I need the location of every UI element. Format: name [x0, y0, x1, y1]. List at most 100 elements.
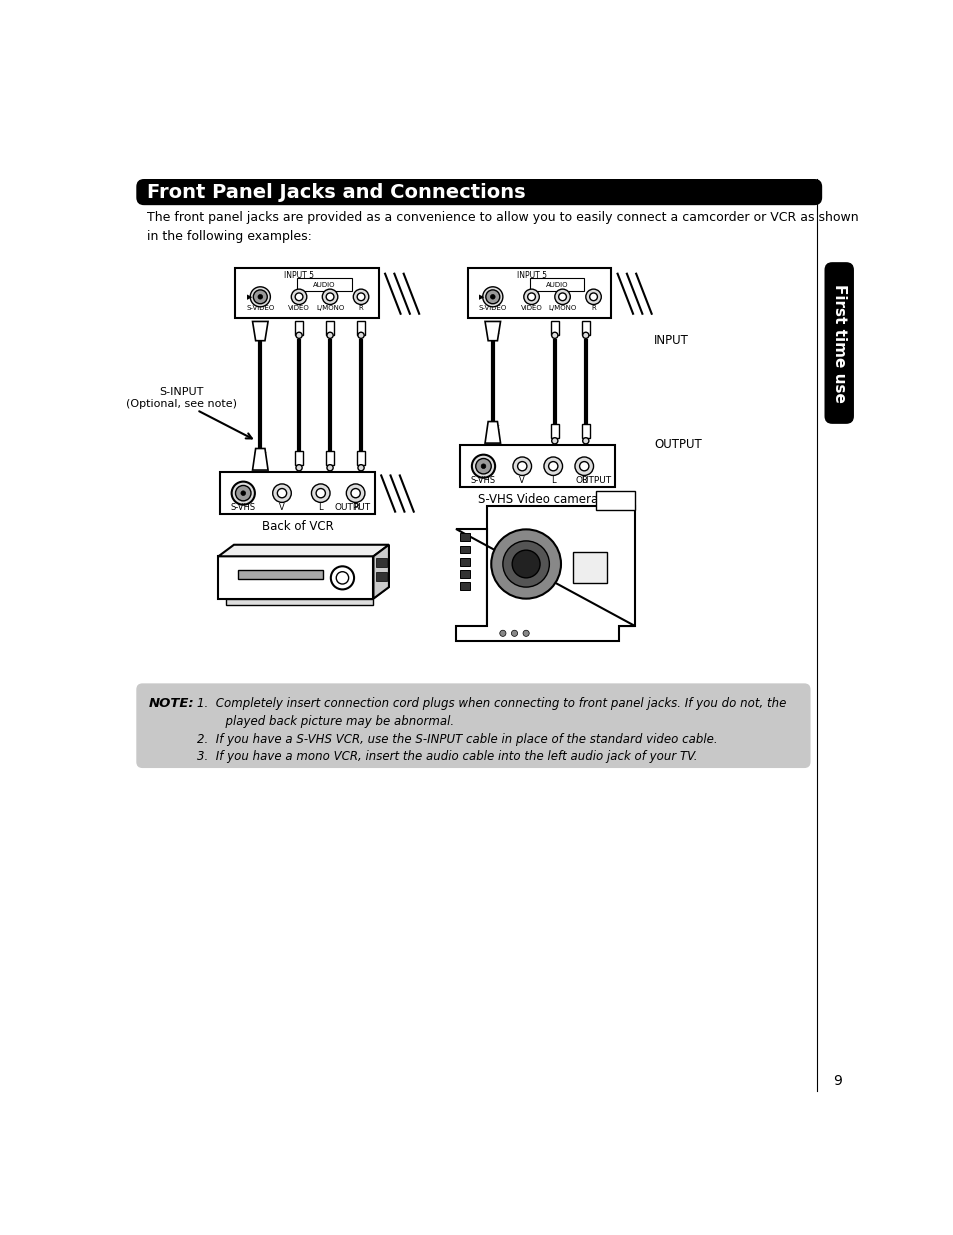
Text: R: R: [580, 477, 587, 485]
Text: AUDIO: AUDIO: [313, 283, 335, 288]
Circle shape: [527, 293, 535, 300]
Circle shape: [472, 454, 495, 478]
FancyBboxPatch shape: [823, 262, 853, 424]
Circle shape: [482, 287, 502, 306]
Circle shape: [585, 289, 600, 305]
Bar: [550, 321, 558, 336]
Bar: [375, 558, 386, 567]
Bar: [237, 571, 323, 579]
Circle shape: [523, 289, 538, 305]
Bar: [220, 472, 375, 514]
Circle shape: [327, 464, 333, 471]
Bar: [356, 451, 365, 464]
Polygon shape: [226, 599, 373, 605]
Text: INPUT 5: INPUT 5: [516, 270, 546, 280]
Circle shape: [502, 541, 549, 587]
Polygon shape: [484, 421, 500, 443]
Text: R: R: [591, 305, 596, 311]
Text: L/MONO: L/MONO: [548, 305, 576, 311]
Circle shape: [277, 489, 286, 498]
Bar: [459, 534, 469, 541]
Text: Back of VCR: Back of VCR: [261, 520, 333, 534]
Bar: [294, 451, 303, 464]
Bar: [235, 268, 378, 317]
Polygon shape: [218, 556, 373, 599]
Circle shape: [543, 457, 562, 475]
Circle shape: [295, 464, 302, 471]
Circle shape: [232, 482, 254, 505]
Bar: [581, 424, 589, 437]
Text: The front panel jacks are provided as a convenience to allow you to easily conne: The front panel jacks are provided as a …: [147, 211, 858, 243]
Bar: [459, 571, 469, 578]
Polygon shape: [373, 545, 389, 599]
Circle shape: [551, 437, 558, 443]
Text: V: V: [518, 477, 524, 485]
Text: OUTPUT: OUTPUT: [335, 503, 371, 511]
Circle shape: [241, 490, 245, 495]
Bar: [294, 321, 303, 336]
Polygon shape: [456, 530, 634, 641]
Circle shape: [257, 294, 262, 299]
Circle shape: [476, 458, 491, 474]
Text: INPUT: INPUT: [654, 335, 688, 347]
Circle shape: [575, 457, 593, 475]
Text: NOTE:: NOTE:: [149, 698, 194, 710]
Polygon shape: [484, 321, 500, 341]
Text: OUTPUT: OUTPUT: [654, 438, 701, 451]
Bar: [468, 268, 611, 317]
Bar: [550, 424, 558, 437]
Circle shape: [331, 567, 354, 589]
Text: 2.  If you have a S-VHS VCR, use the S-INPUT cable in place of the standard vide: 2. If you have a S-VHS VCR, use the S-IN…: [196, 732, 717, 746]
Circle shape: [357, 332, 364, 338]
Circle shape: [485, 290, 499, 304]
Text: ▶: ▶: [247, 294, 252, 300]
Text: played back picture may be abnormal.: played back picture may be abnormal.: [203, 715, 454, 727]
Circle shape: [513, 457, 531, 475]
Bar: [326, 451, 334, 464]
Text: VIDEO: VIDEO: [520, 305, 542, 311]
Circle shape: [555, 289, 570, 305]
Circle shape: [353, 289, 369, 305]
Text: L: L: [318, 504, 323, 513]
Text: 9: 9: [832, 1073, 841, 1088]
Circle shape: [326, 293, 334, 300]
Circle shape: [490, 294, 495, 299]
Bar: [530, 278, 583, 291]
Bar: [596, 490, 634, 510]
Circle shape: [582, 437, 588, 443]
Text: 1.  Completely insert connection cord plugs when connecting to front panel jacks: 1. Completely insert connection cord plu…: [196, 698, 785, 710]
Text: S-VIDEO: S-VIDEO: [478, 305, 506, 311]
Text: 3.  If you have a mono VCR, insert the audio cable into the left audio jack of y: 3. If you have a mono VCR, insert the au…: [196, 751, 697, 763]
Circle shape: [551, 332, 558, 338]
Text: S-INPUT
(Optional, see note): S-INPUT (Optional, see note): [126, 387, 236, 409]
Circle shape: [273, 484, 291, 503]
Text: L/MONO: L/MONO: [315, 305, 344, 311]
Text: OUTPUT: OUTPUT: [575, 475, 611, 484]
Text: First time use: First time use: [831, 284, 846, 403]
Polygon shape: [253, 448, 268, 471]
Text: VIDEO: VIDEO: [288, 305, 310, 311]
Text: R: R: [353, 504, 358, 513]
Text: S-VHS Video camera: S-VHS Video camera: [477, 493, 598, 506]
Bar: [459, 546, 469, 553]
Circle shape: [480, 464, 485, 468]
Bar: [459, 583, 469, 590]
Bar: [375, 572, 386, 580]
Circle shape: [294, 293, 303, 300]
Circle shape: [351, 489, 360, 498]
Circle shape: [250, 287, 270, 306]
Text: V: V: [279, 504, 285, 513]
Bar: [581, 321, 589, 336]
Circle shape: [322, 289, 337, 305]
Circle shape: [295, 332, 302, 338]
Circle shape: [511, 630, 517, 636]
Text: L: L: [551, 477, 555, 485]
Circle shape: [253, 290, 267, 304]
Text: INPUT 5: INPUT 5: [284, 270, 314, 280]
Bar: [297, 278, 352, 291]
Text: R: R: [358, 305, 363, 311]
Circle shape: [589, 293, 597, 300]
Circle shape: [311, 484, 330, 503]
Bar: [572, 552, 607, 583]
Text: S-VHS: S-VHS: [471, 477, 496, 485]
